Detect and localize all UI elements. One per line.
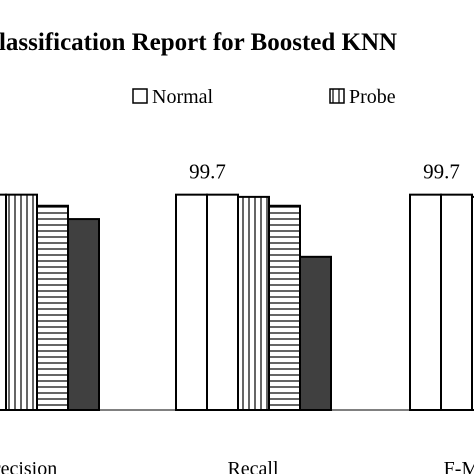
legend-swatch-probe — [329, 88, 345, 104]
category-labels: Precision Recall F-Measure — [0, 458, 474, 474]
category-label-recall: Recall — [227, 458, 279, 474]
data-labels: 99.7 99.7 — [189, 160, 460, 184]
chart-title: Classification Report for Boosted KNN — [0, 29, 397, 56]
category-label-precision: Precision — [0, 458, 57, 474]
legend-label-normal: Normal — [152, 86, 214, 108]
bar-probe-precision — [5, 193, 38, 411]
bar-dos-f-measure — [409, 193, 442, 411]
bar-normal-f-measure — [440, 193, 473, 411]
bar-normal-recall — [206, 193, 239, 411]
bar-probe-recall — [237, 195, 270, 411]
bar-probe-f-measure — [471, 195, 474, 411]
data-label-f-measure: 99.7 — [423, 160, 460, 184]
bar-dos-recall — [175, 193, 208, 411]
bar-r2l-precision — [36, 204, 69, 411]
bar-r2l-recall — [268, 204, 301, 411]
bars — [0, 193, 474, 411]
legend-label-probe: Probe — [349, 86, 396, 108]
category-label-f-measure: F-Measure — [444, 458, 474, 474]
legend-swatch-normal — [132, 88, 148, 104]
bar-u2r-recall — [299, 255, 332, 411]
data-label-recall: 99.7 — [189, 160, 226, 184]
bar-u2r-precision — [67, 218, 100, 411]
legend: DoSNormalProbeR2LU2R — [132, 86, 396, 108]
